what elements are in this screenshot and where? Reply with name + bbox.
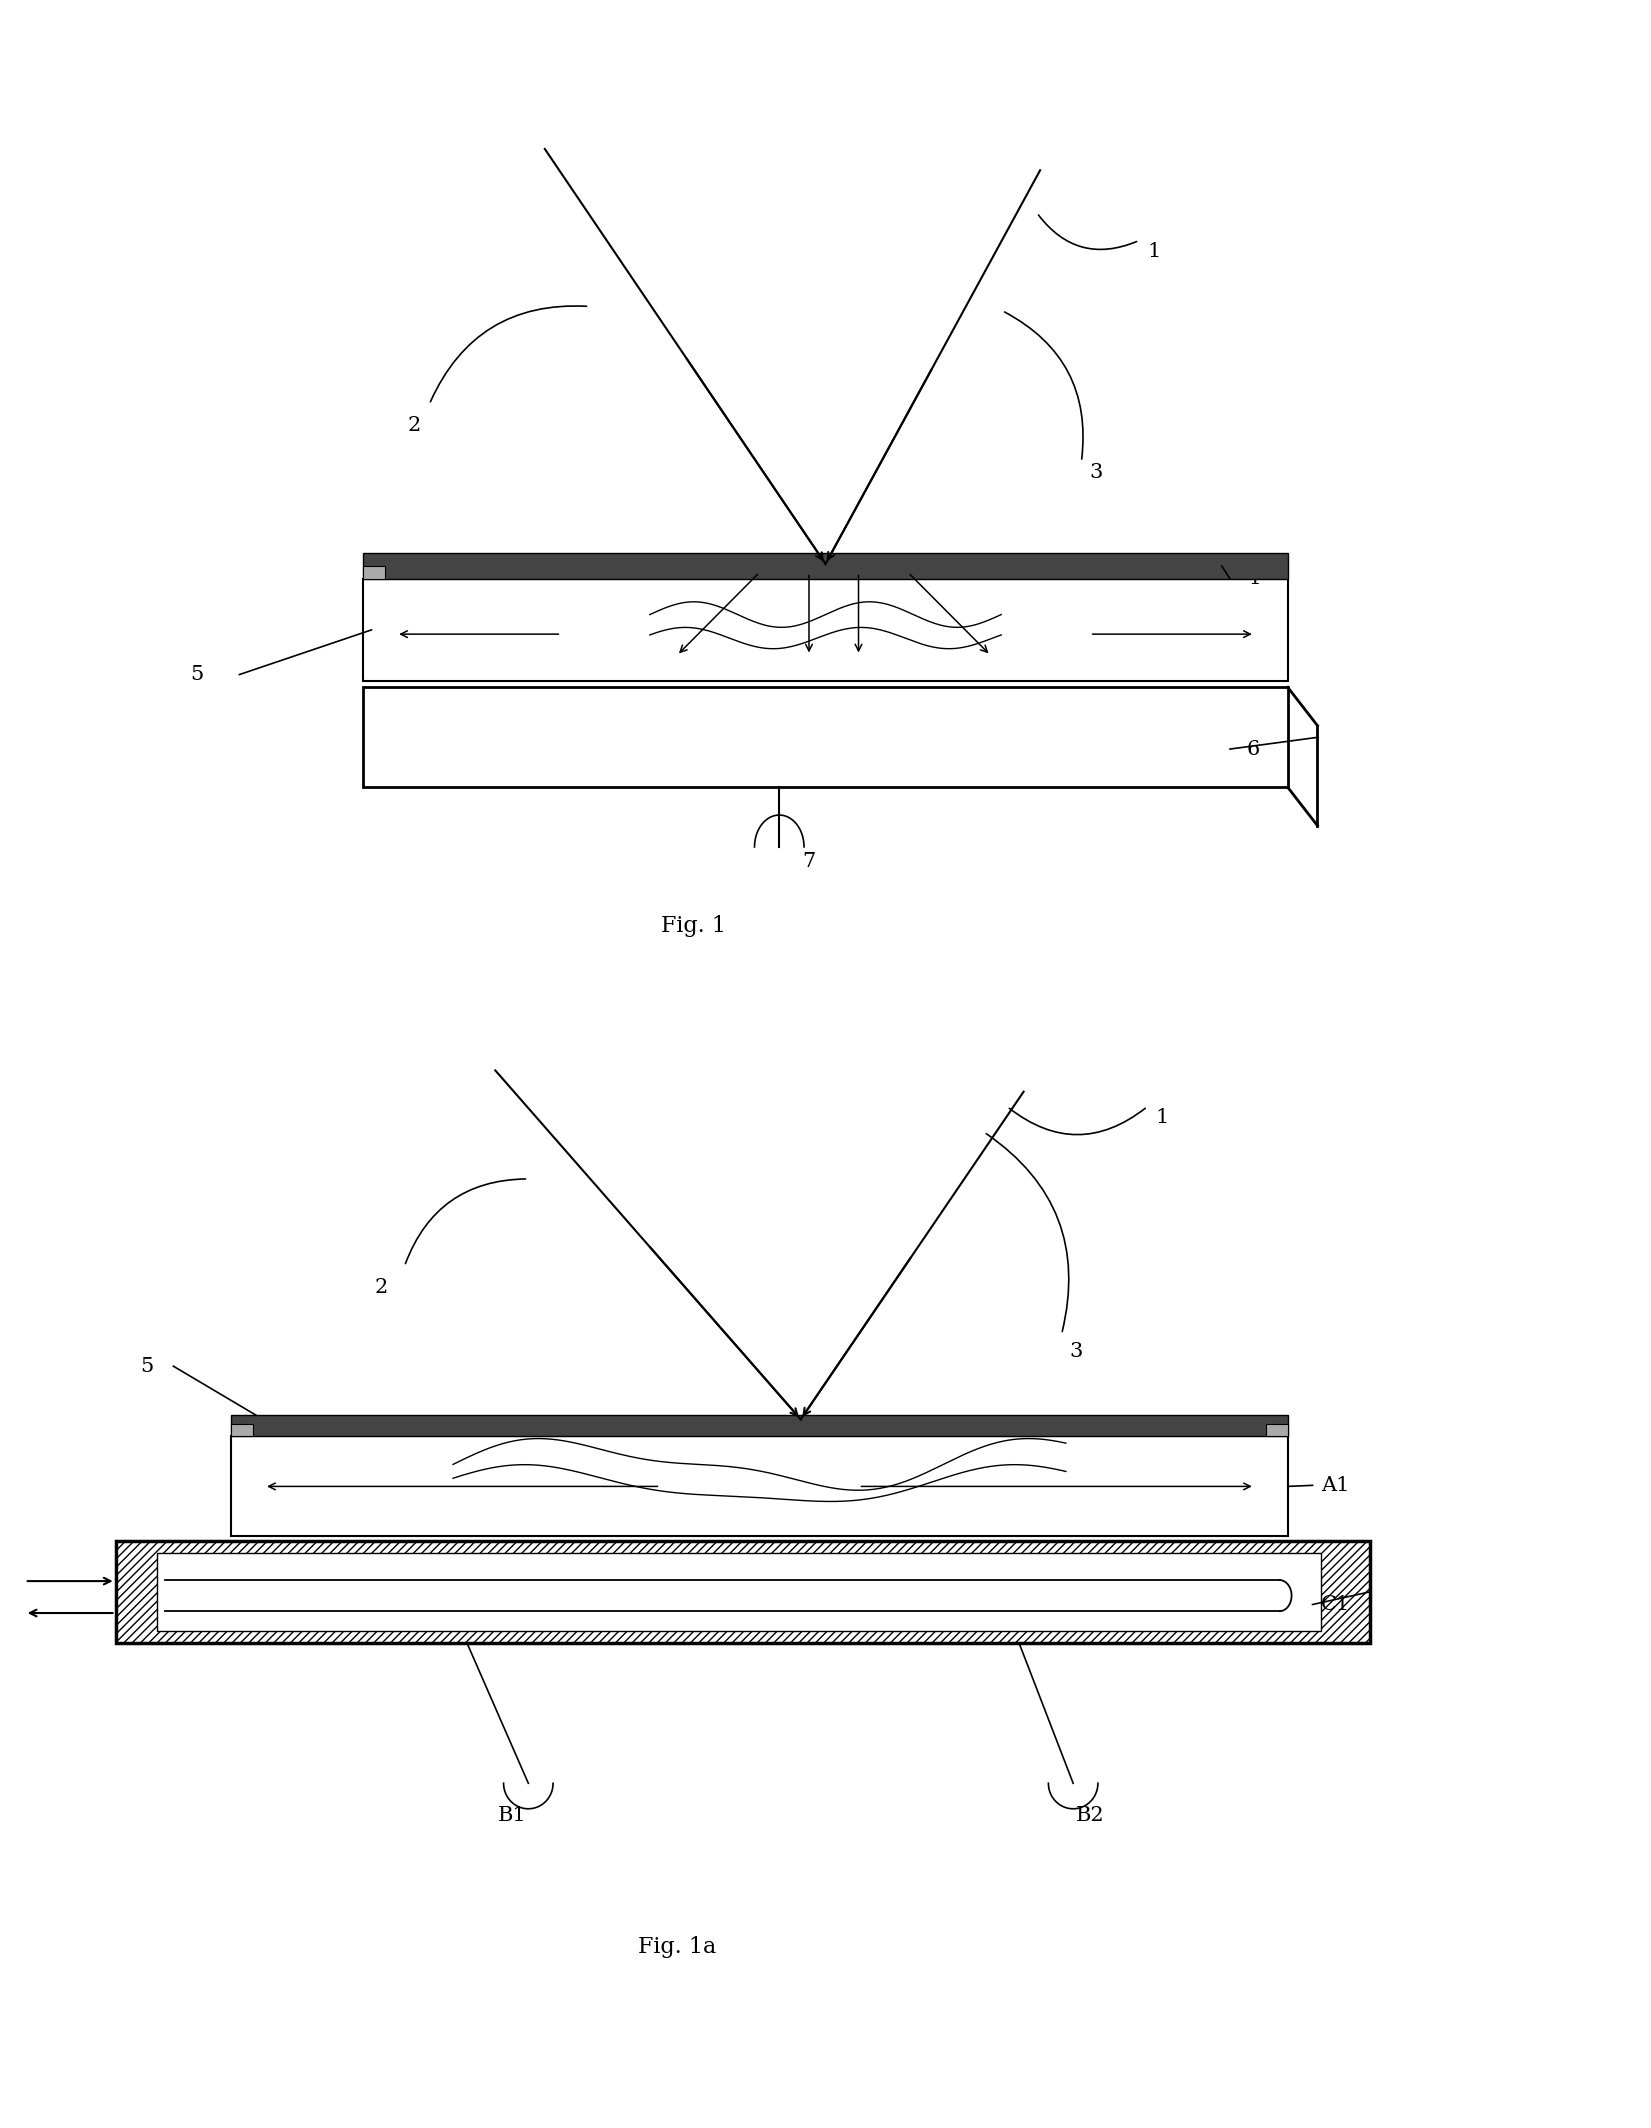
Bar [363, 687, 1288, 787]
Text: 6: 6 [1247, 741, 1260, 758]
Bar [116, 1541, 1370, 1643]
Bar [231, 1415, 1288, 1436]
Text: 3: 3 [1070, 1343, 1083, 1360]
Text: 3: 3 [1090, 464, 1103, 481]
Text: 5: 5 [140, 1358, 154, 1375]
Bar [363, 579, 1288, 681]
Text: B2: B2 [1075, 1807, 1105, 1824]
Bar [363, 553, 1288, 579]
Text: A1: A1 [1321, 1477, 1349, 1494]
Text: B1: B1 [497, 1807, 527, 1824]
Text: 1: 1 [1156, 1109, 1169, 1126]
Bar [363, 566, 385, 579]
Bar [116, 1541, 1370, 1643]
Text: 7: 7 [802, 853, 816, 870]
Bar [231, 1436, 1288, 1536]
Text: 2: 2 [408, 417, 421, 434]
Bar [1266, 1424, 1288, 1436]
Bar [231, 1424, 253, 1436]
Text: 1: 1 [1147, 243, 1161, 260]
Text: Fig. 1: Fig. 1 [660, 915, 726, 936]
Text: Fig. 1a: Fig. 1a [637, 1936, 717, 1958]
Text: 4: 4 [1247, 570, 1260, 587]
Text: 2: 2 [375, 1279, 388, 1296]
Text: 5: 5 [190, 666, 203, 683]
Bar [157, 1553, 1321, 1630]
Text: C1: C1 [1321, 1596, 1351, 1613]
